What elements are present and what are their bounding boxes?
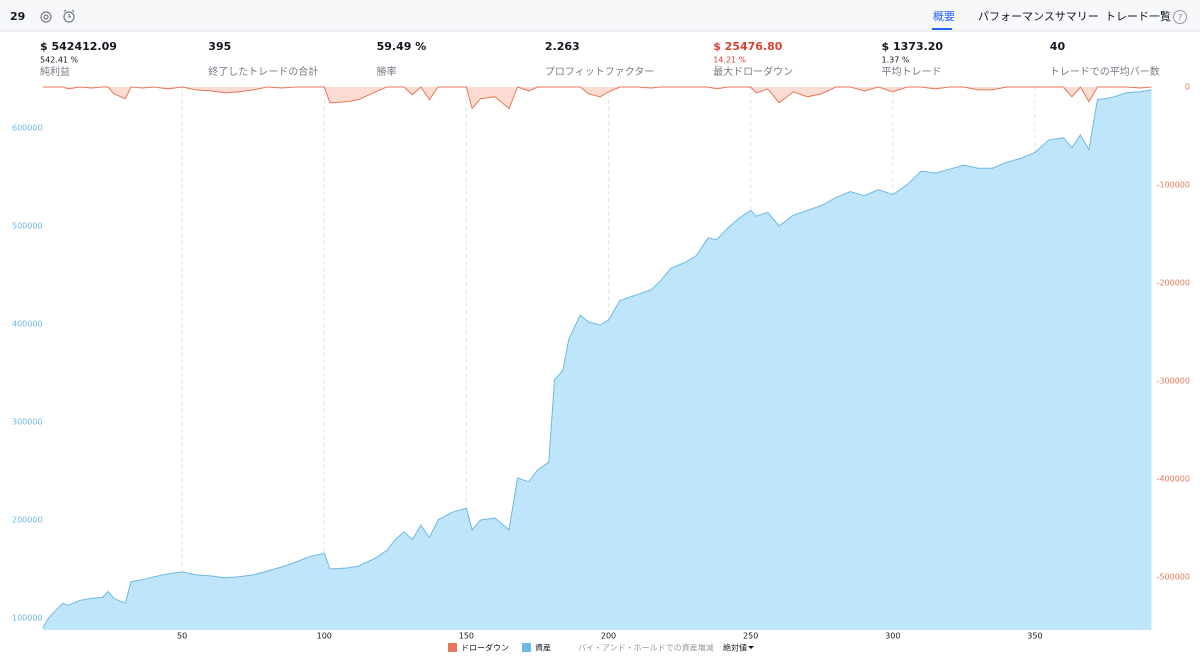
toolbar	[0, 0, 1200, 31]
tab[interactable]: パフォーマンスサマリー	[978, 10, 1099, 23]
stat-value: 2.263	[545, 40, 580, 53]
tab[interactable]: 概要	[933, 10, 955, 23]
stat-value: 40	[1050, 40, 1066, 53]
active-tab-underline	[932, 28, 952, 30]
y2-tick-label: -300000	[1157, 377, 1190, 386]
stat-label: 最大ドローダウン	[713, 65, 793, 78]
y2-tick-label: -400000	[1157, 475, 1190, 484]
y-tick-label: 300000	[12, 417, 43, 426]
legend-label[interactable]: 資産	[535, 643, 551, 653]
stat-label: 終了したトレードの合計	[208, 65, 318, 78]
alarm-icon[interactable]	[63, 9, 75, 23]
stat-label: 勝率	[377, 65, 397, 78]
settings-icon[interactable]	[40, 11, 52, 23]
stat-label: プロフィットファクター	[545, 66, 654, 78]
y2-tick-label: -100000	[1157, 180, 1190, 189]
stat-label: 平均トレード	[882, 66, 942, 78]
stat-value: 59.49 %	[377, 40, 427, 53]
stat-value: $ 25476.80	[713, 40, 783, 53]
y-tick-label: 500000	[12, 221, 43, 230]
stat-sub: 1.37 %	[882, 56, 910, 65]
stat-label: トレードでの平均バー数	[1050, 65, 1160, 78]
area-line	[42, 86, 1152, 110]
session-number: 29	[10, 10, 25, 23]
stat-label: 純利益	[40, 65, 70, 78]
y-tick-label: 200000	[12, 515, 43, 524]
stat-value: $ 1373.20	[882, 40, 944, 53]
area-line	[42, 89, 1152, 629]
legend-swatch[interactable]	[522, 643, 531, 652]
y-tick-label: 100000	[12, 613, 43, 622]
stat-value: 395	[208, 40, 231, 53]
tab[interactable]: トレード一覧	[1105, 9, 1171, 23]
y2-tick-label: -200000	[1157, 279, 1190, 288]
legend-swatch[interactable]	[448, 643, 457, 652]
x-tick-label: 250	[743, 632, 758, 641]
area-fill	[42, 89, 1152, 631]
y-tick-label: 400000	[12, 319, 43, 328]
stat-sub: 542.41 %	[40, 56, 79, 65]
x-tick-label: 100	[317, 632, 332, 641]
y2-tick-label: -500000	[1157, 573, 1190, 582]
legend-label[interactable]: ドローダウン	[461, 643, 509, 653]
stat-value: $ 542412.09	[40, 40, 117, 53]
area-fill	[42, 86, 1152, 109]
y-tick-label: 600000	[12, 123, 43, 132]
x-tick-label: 200	[601, 632, 616, 641]
x-tick-label: 300	[885, 632, 900, 641]
x-tick-label: 350	[1027, 632, 1042, 641]
x-tick-label: 50	[177, 632, 187, 641]
stat-sub: 14.21 %	[713, 56, 746, 65]
scale-mode-caret	[748, 646, 754, 649]
y2-tick-label: 0	[1185, 82, 1190, 91]
help-icon[interactable]: ?	[1173, 10, 1187, 24]
x-tick-label: 150	[459, 632, 474, 641]
legend-buy-hold[interactable]: バイ・アンド・ホールドでの資産増減	[578, 643, 714, 653]
svg-text:?: ?	[1178, 14, 1183, 24]
scale-mode[interactable]: 絶対値	[723, 643, 747, 653]
